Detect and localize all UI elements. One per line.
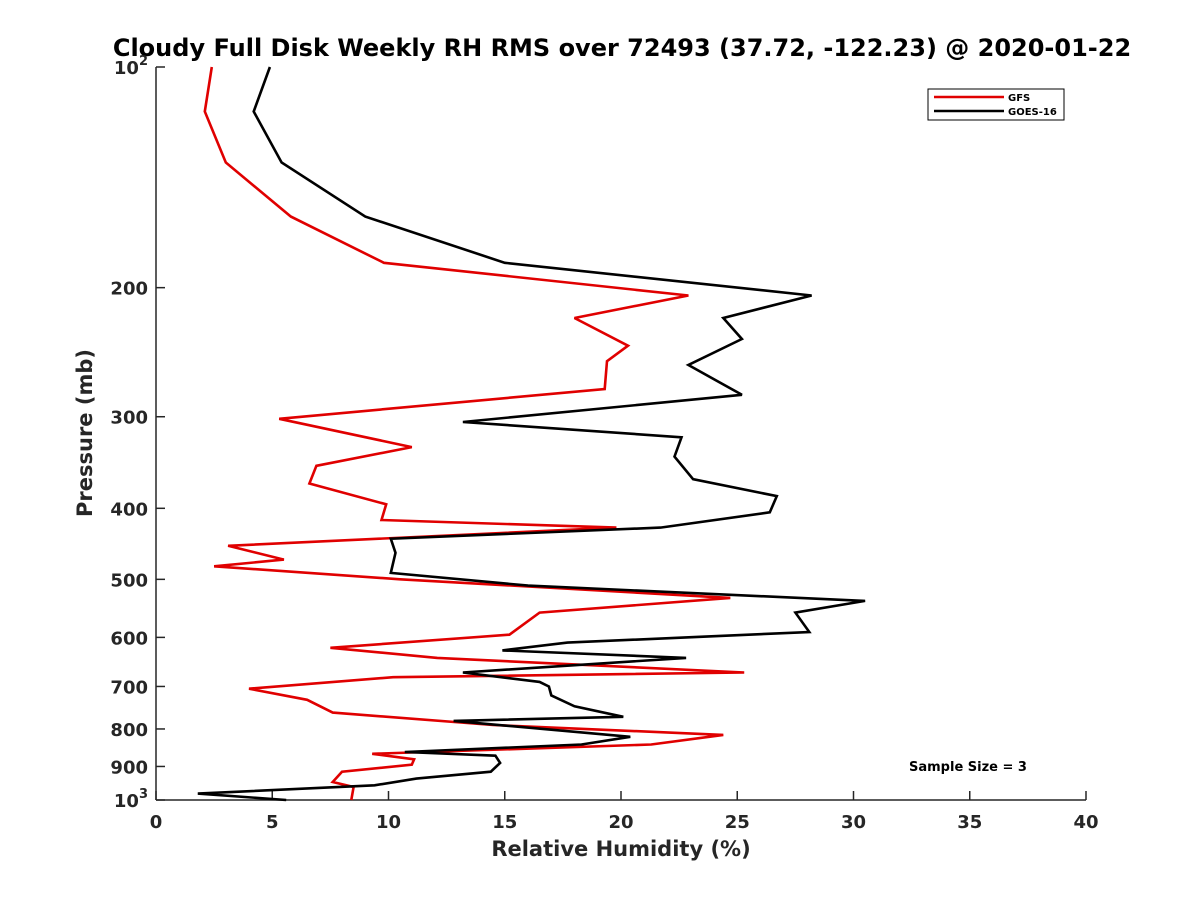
y-tick-label: 200	[110, 279, 148, 300]
series-line-goes-16	[197, 66, 866, 802]
y-tick-label: 102	[114, 54, 148, 79]
y-tick-label: 600	[110, 628, 148, 649]
y-tick-label: 400	[110, 499, 148, 520]
x-axis-label: Relative Humidity (%)	[491, 837, 750, 861]
y-tick-label: 900	[110, 757, 148, 778]
y-tick-exponent: 3	[139, 787, 148, 802]
y-tick-label: 700	[110, 677, 148, 698]
y-tick-exponent: 2	[139, 54, 148, 69]
x-tick-label: 0	[150, 812, 163, 833]
x-tick-label: 20	[608, 812, 633, 833]
x-tick-label: 30	[841, 812, 866, 833]
x-tick-label: 40	[1073, 812, 1098, 833]
legend-box	[927, 88, 1065, 121]
y-tick-label: 300	[110, 408, 148, 429]
y-tick-label: 800	[110, 720, 148, 741]
y-tick-base: 10	[114, 58, 139, 79]
x-tick-label: 15	[492, 812, 517, 833]
legend: GFS GOES-16	[927, 88, 1065, 121]
y-tick-label: 103	[114, 787, 148, 812]
x-tick-label: 5	[266, 812, 279, 833]
sample-size-annotation: Sample Size = 3	[909, 760, 1027, 775]
x-tick-label: 25	[725, 812, 750, 833]
y-tick-base: 10	[114, 791, 139, 812]
legend-gfs-label: GFS	[1008, 93, 1030, 104]
y-tick-label: 500	[110, 570, 148, 591]
chart-title: Cloudy Full Disk Weekly RH RMS over 7249…	[113, 34, 1131, 62]
plot-area: 0 5 10 15 20 25 30 35 40 10220030040050060070080…	[110, 54, 1098, 833]
series-line-gfs	[203, 66, 745, 801]
legend-goes16-label: GOES-16	[1008, 107, 1057, 118]
series-layer	[197, 66, 866, 802]
x-tick-label: 10	[376, 812, 401, 833]
x-tick-label: 35	[957, 812, 982, 833]
y-axis-label: Pressure (mb)	[73, 349, 97, 517]
x-ticks: 0 5 10 15 20 25 30 35 40	[150, 791, 1099, 833]
